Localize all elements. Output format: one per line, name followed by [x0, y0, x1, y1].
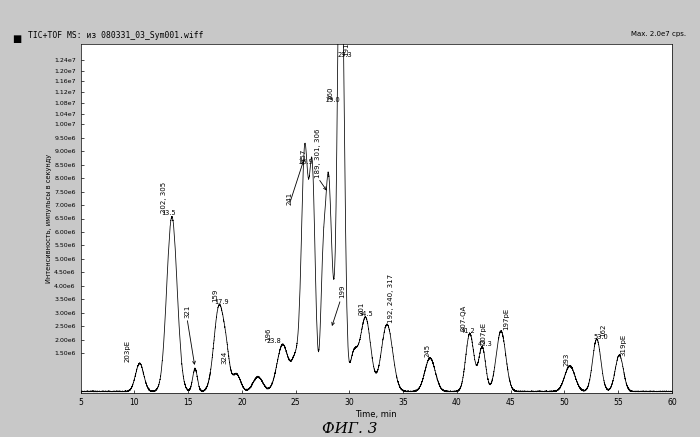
Text: 34.5: 34.5	[358, 312, 373, 317]
Text: 26.9: 26.9	[299, 159, 314, 165]
Text: 199: 199	[339, 284, 345, 298]
Text: 203pE: 203pE	[125, 340, 131, 362]
Text: 191: 191	[343, 42, 349, 56]
Text: 162: 162	[600, 323, 606, 337]
Text: 160: 160	[327, 87, 333, 100]
Text: 241: 241	[286, 192, 292, 205]
Text: 207pE: 207pE	[481, 322, 486, 344]
Text: 207-QA: 207-QA	[461, 305, 466, 331]
Text: 321: 321	[184, 305, 190, 318]
Text: 53.0: 53.0	[594, 333, 608, 340]
Text: 202, 305: 202, 305	[162, 182, 167, 213]
Text: 201: 201	[358, 302, 364, 315]
Text: 324: 324	[222, 350, 228, 364]
Text: 17.9: 17.9	[214, 298, 229, 305]
Text: TIC+TOF MS: из 080331_03_Sym001.wiff: TIC+TOF MS: из 080331_03_Sym001.wiff	[28, 31, 204, 41]
Text: 159: 159	[213, 288, 218, 302]
Text: 293: 293	[564, 353, 570, 366]
Text: 245: 245	[425, 344, 431, 357]
Text: ■: ■	[13, 34, 22, 44]
Text: 23.8: 23.8	[267, 337, 281, 343]
Text: 42.3: 42.3	[477, 341, 492, 347]
Text: 157: 157	[300, 149, 306, 162]
Y-axis label: Интенсивность, импульсы в секунду: Интенсивность, импульсы в секунду	[46, 154, 52, 283]
Text: 189, 301, 306: 189, 301, 306	[315, 128, 321, 178]
Text: 192, 240, 317: 192, 240, 317	[389, 274, 394, 323]
Text: Max. 2.0e7 cps.: Max. 2.0e7 cps.	[631, 31, 686, 38]
Text: 29.3: 29.3	[337, 52, 352, 59]
Text: 196: 196	[266, 327, 272, 341]
Text: 13.5: 13.5	[162, 210, 176, 216]
Text: ФИГ. 3: ФИГ. 3	[322, 422, 378, 436]
Text: 319pE: 319pE	[621, 333, 626, 356]
Text: 41.2: 41.2	[461, 328, 475, 333]
Text: 197pE: 197pE	[503, 308, 510, 330]
X-axis label: Time, min: Time, min	[356, 410, 397, 419]
Text: 29.0: 29.0	[326, 97, 341, 103]
